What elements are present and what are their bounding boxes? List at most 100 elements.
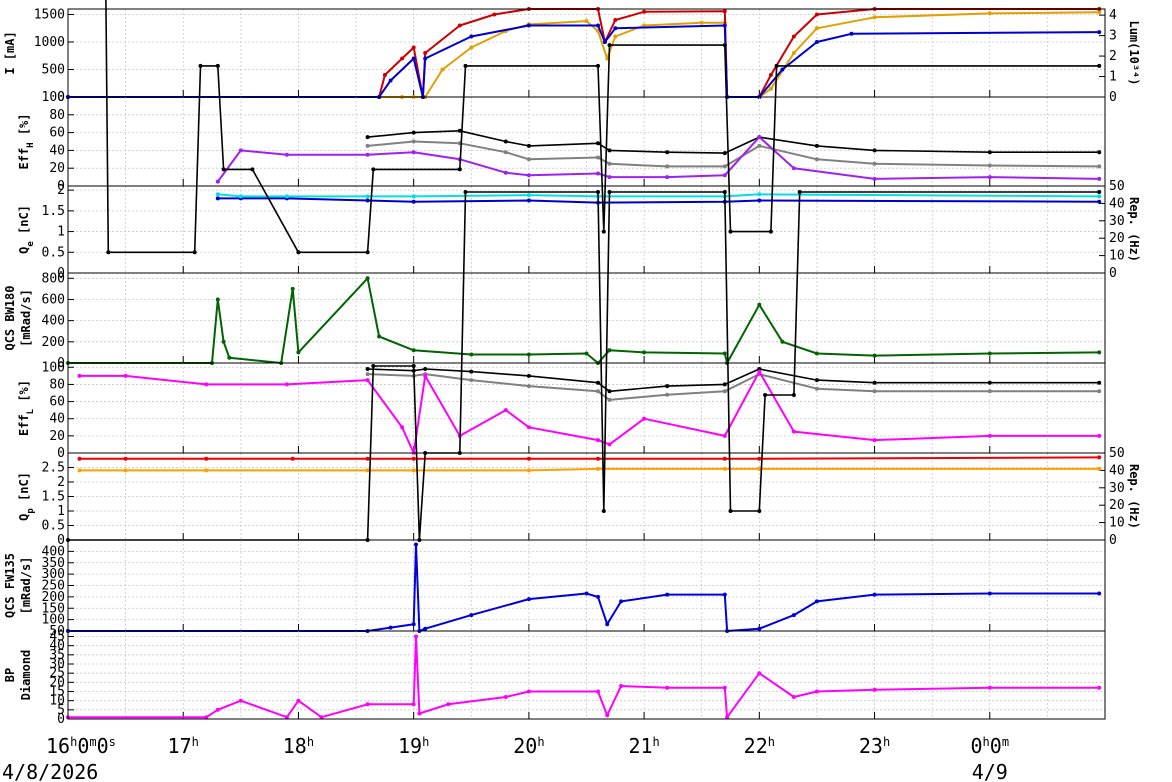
data-point [365,456,370,461]
data-point [377,334,382,339]
data-point [987,11,992,16]
data-point [584,19,589,24]
data-point [365,143,370,148]
data-point [469,352,474,357]
data-point [596,689,600,694]
data-point [365,135,370,140]
y-tick-label: 1.5 [42,204,65,219]
data-point [722,685,727,690]
data-point [601,509,606,513]
data-point [411,199,416,204]
panel-5: 0 20 40 60 80 100 EffL [%] [17,360,1106,461]
y-right-tick-label: 0 [1109,90,1117,105]
data-point [780,339,785,344]
data-point [526,373,531,378]
y-tick-label: 200 [42,335,65,350]
data-point [814,157,819,162]
data-point [123,456,128,461]
data-point [1097,63,1102,68]
y-right-tick-label: 3 [1109,29,1117,44]
data-point [872,380,877,385]
data-point [1097,199,1102,204]
data-point [1097,380,1102,385]
data-point [423,626,428,631]
data-point [722,173,727,178]
data-point [198,63,203,68]
data-point [872,176,877,181]
data-point [757,456,762,461]
series-line-1 [367,130,1100,154]
data-point [284,382,289,387]
data-point [423,56,428,61]
x-tick-label: 19h [398,734,429,758]
data-point [411,194,416,199]
date-label-next: 4/9 [972,760,1008,782]
data-point [872,15,877,20]
y-axis-label: Qe [nC] [17,205,36,254]
y-tick-label: 0 [57,90,65,105]
data-point [365,468,370,473]
data-point [204,468,209,473]
data-point [411,364,416,368]
data-point [757,302,762,307]
data-point [722,190,727,194]
data-point [204,456,209,461]
data-point [814,386,819,391]
y-axis-label: EffH [%] [17,113,36,169]
y-tick-label: 1500 [34,8,65,23]
data-point [987,591,992,596]
data-point [605,56,610,61]
data-point [642,350,647,355]
data-point [215,707,220,712]
data-point [319,715,324,720]
data-point [457,23,462,28]
data-point [791,166,796,171]
y-right-tick-label: 20 [1109,498,1125,513]
data-point [596,380,600,385]
data-point [725,715,730,720]
data-point [365,367,370,371]
data-point [596,171,600,176]
x-tick-label: 23h [859,734,890,758]
data-point [613,34,618,39]
y-right-tick-label: 40 [1109,463,1125,478]
data-point [791,51,796,55]
data-point [584,591,589,596]
data-point [503,150,508,155]
data-point [388,625,393,630]
data-point [607,43,612,48]
data-point [728,229,733,234]
data-point [469,378,474,383]
y-tick-label: 35 [49,648,65,663]
data-point [106,250,111,255]
data-point [987,163,992,168]
data-point [123,373,128,378]
data-point [814,689,819,694]
data-point [722,351,727,356]
data-point [1097,455,1102,460]
y-axis-label: QCS FW135 [3,553,17,618]
data-point [526,23,531,28]
x-tick-label: 0h0m [970,734,1009,758]
data-point [665,384,670,389]
x-tick-label: 16h0m0s [46,734,116,758]
data-point [872,592,877,597]
data-point [526,352,531,357]
data-point [221,339,226,344]
data-point [763,393,768,397]
panel-1: 0 500 1000 1500 0 1 2 3 4 Lum(10³⁴) I [mA] [3,7,1141,105]
y-tick-label: 10 [49,694,65,709]
data-point [584,351,589,356]
data-point [1097,389,1102,394]
data-point [411,45,416,50]
y-tick-label: 350 [42,556,65,571]
data-point [596,466,600,471]
data-point [365,198,370,203]
data-point [722,382,727,387]
data-point [665,150,670,155]
data-point [411,130,416,135]
data-point [388,78,393,83]
data-point [987,389,992,394]
